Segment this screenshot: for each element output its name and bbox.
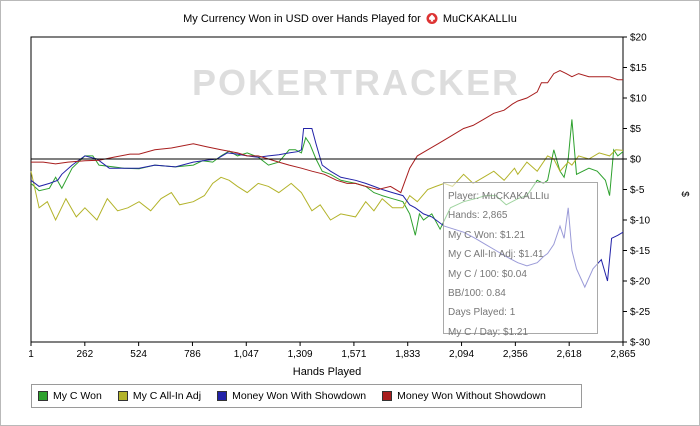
series-line-3 (31, 69, 623, 194)
x-tick-label: 1,309 (288, 349, 313, 360)
legend-item-without-showdown[interactable]: Money Won Without Showdown (382, 390, 546, 402)
player-name: MuCKAKALLIu (442, 13, 517, 25)
x-tick-label: 262 (76, 349, 93, 360)
tooltip-days: Days Played: 1 (448, 307, 516, 319)
tooltip-player: Player: MuCKAKALLIu (448, 191, 550, 202)
legend-swatch (382, 391, 393, 401)
x-tick-label: 1 (28, 349, 34, 360)
x-tick-label: 2,618 (557, 349, 582, 360)
legend-label: Money Won With Showdown (232, 390, 367, 402)
legend-label: My C Won (53, 390, 102, 402)
y-tick-label: $-30 (630, 338, 650, 349)
y-axis-label: $ (679, 191, 690, 197)
watermark-text: POKERTRACKER (192, 62, 520, 103)
y-tick-label: $-25 (630, 307, 650, 318)
legend-item-with-showdown[interactable]: Money Won With Showdown (217, 390, 366, 402)
legend-swatch (38, 391, 48, 401)
y-tick-label: $20 (630, 33, 647, 44)
stats-tooltip: Player: MuCKAKALLIu Hands: 2,865 My C Wo… (443, 182, 598, 338)
y-axis: $20 $15 $10 $5 $0 $-5 $-10 $-15 $-20 $-25 $-30 (623, 33, 650, 349)
x-tick-label: 2,356 (503, 349, 528, 360)
x-tick-label: 786 (184, 349, 201, 360)
tooltip-per-day: My C / Day: $1.21 (448, 326, 529, 338)
y-tick-label: $0 (630, 155, 642, 166)
x-tick-label: 2,094 (449, 349, 474, 360)
y-tick-label: $-10 (630, 216, 650, 227)
y-tick-label: $-5 (630, 185, 645, 196)
pokertracker-spade-icon (426, 13, 438, 24)
tooltip-won: My C Won: $1.21 (448, 229, 526, 241)
legend-label: Money Won Without Showdown (397, 390, 546, 402)
title-text: My Currency Won in USD over Hands Played… (183, 13, 421, 25)
tooltip-per-100: My C / 100: $0.04 (448, 268, 527, 280)
legend-item-all-in-adj[interactable]: My C All-In Adj (117, 390, 202, 402)
tooltip-allin-adj: My C All-In Adj: $1.41 (448, 249, 544, 261)
x-axis-label: Hands Played (292, 366, 362, 378)
y-tick-label: $15 (630, 63, 647, 74)
legend-label: My C All-In Adj (132, 390, 202, 402)
x-tick-label: 1,047 (234, 349, 259, 360)
y-tick-label: $-20 (630, 277, 650, 288)
tooltip-bb-100: BB/100: 0.84 (448, 287, 506, 299)
x-tick-label: 2,865 (610, 349, 635, 360)
series-line-1 (30, 149, 624, 222)
x-tick-label: 1,833 (395, 349, 420, 360)
chart-title: My Currency Won in USD over Hands Played… (0, 12, 700, 25)
y-tick-label: $-15 (630, 246, 650, 257)
x-tick-label: 524 (130, 349, 147, 360)
tooltip-hands: Hands: 2,865 (448, 210, 508, 222)
y-tick-label: $10 (630, 94, 647, 105)
x-tick-label: 1,571 (341, 349, 366, 360)
pokertracker-watermark: POKERTRACKER (192, 62, 520, 103)
legend: My C Won My C All-In Adj Money Won With … (31, 384, 582, 408)
legend-item-my-c-won[interactable]: My C Won (38, 390, 102, 402)
y-tick-label: $5 (630, 124, 642, 135)
x-axis: 1 262 524 786 1,047 1,309 1,571 1,833 2,094 2,356… (28, 342, 636, 360)
legend-swatch (217, 391, 228, 401)
legend-swatch (117, 391, 128, 401)
